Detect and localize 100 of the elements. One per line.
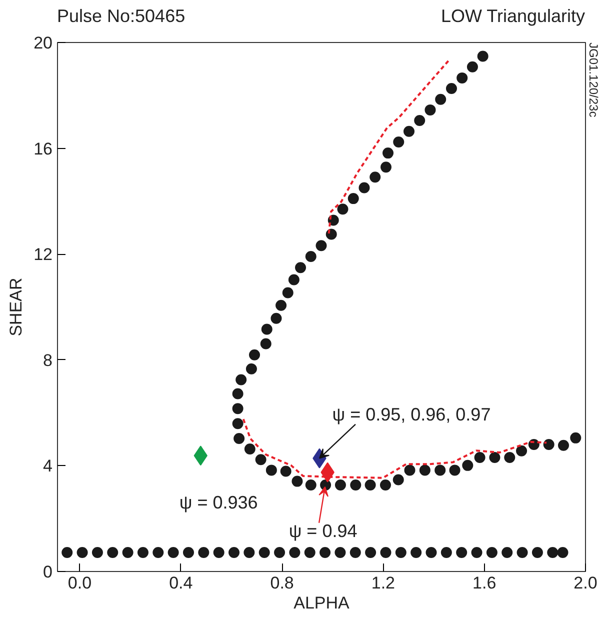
point	[168, 546, 179, 558]
point	[288, 274, 300, 286]
annotation: ψ = 0.95, 0.96, 0.97	[332, 404, 491, 424]
point	[320, 546, 331, 558]
title: Pulse No:50465	[57, 5, 186, 28]
point	[474, 452, 486, 463]
point	[334, 546, 346, 558]
point	[289, 546, 300, 558]
point	[380, 546, 392, 558]
x-tick-label: 2.0	[574, 574, 598, 592]
point	[152, 546, 164, 558]
point	[234, 432, 245, 444]
point	[292, 476, 303, 487]
text: JG01.120/23c	[586, 42, 600, 118]
point	[270, 312, 282, 324]
point	[456, 546, 468, 558]
y-tick-label: 0	[43, 562, 53, 582]
point	[248, 349, 260, 360]
point	[532, 546, 543, 558]
point	[244, 546, 255, 558]
point	[426, 546, 437, 558]
point	[337, 204, 348, 215]
point	[260, 338, 272, 350]
point	[348, 193, 359, 204]
x-tick-label: 0.4	[169, 574, 193, 592]
point	[434, 464, 446, 476]
x-tick-label: 0.8	[270, 574, 294, 592]
point	[471, 546, 482, 558]
point	[392, 474, 404, 486]
point	[440, 546, 452, 558]
point	[504, 452, 516, 463]
point	[414, 115, 426, 126]
x-tick-label: 1.6	[472, 574, 496, 592]
point	[403, 126, 414, 137]
point	[334, 480, 346, 490]
point	[449, 464, 460, 476]
point	[182, 546, 194, 558]
point	[370, 172, 381, 183]
point	[404, 464, 416, 476]
y-tick-label: 12	[34, 245, 53, 264]
point	[365, 546, 376, 558]
annotation: ψ = 0.94	[288, 520, 358, 541]
point	[395, 546, 406, 558]
point	[570, 432, 582, 444]
point	[76, 546, 88, 558]
point	[380, 162, 392, 173]
y-tick-label: 4	[43, 456, 53, 476]
point	[232, 418, 244, 430]
x-tick-label: 1.2	[371, 574, 396, 592]
y-tick-label: 8	[43, 350, 53, 370]
point	[358, 182, 370, 194]
point	[282, 287, 294, 298]
point	[232, 403, 244, 414]
point	[276, 300, 287, 311]
point	[477, 50, 488, 62]
point	[350, 480, 362, 490]
point	[280, 466, 292, 477]
point	[274, 546, 286, 558]
point	[380, 480, 391, 490]
point	[502, 546, 513, 558]
y-axis-title: SHEAR	[6, 278, 26, 336]
y-tick-label: 16	[34, 139, 53, 158]
y-tick-label: 20	[34, 34, 53, 52]
point	[62, 546, 73, 558]
point	[122, 546, 134, 558]
point	[489, 452, 500, 463]
point	[466, 61, 478, 72]
point	[547, 546, 558, 558]
point	[92, 546, 103, 558]
point	[393, 136, 404, 148]
point	[462, 460, 474, 471]
point	[232, 388, 244, 400]
point	[304, 546, 316, 558]
point	[446, 83, 457, 94]
x-axis-title: ALPHA	[294, 594, 350, 612]
point	[228, 546, 240, 558]
point	[244, 444, 256, 455]
point	[424, 104, 436, 116]
annotation: ψ = 0.936	[179, 492, 258, 513]
point	[305, 250, 316, 262]
point	[295, 262, 306, 274]
point	[107, 546, 118, 558]
point	[137, 546, 148, 558]
point	[456, 72, 468, 84]
point	[558, 440, 569, 451]
point	[213, 546, 224, 558]
subtitle: LOW Triangularity	[440, 5, 585, 28]
point	[236, 374, 247, 386]
point	[198, 546, 210, 558]
point	[410, 546, 422, 558]
point	[435, 94, 446, 105]
point	[316, 240, 327, 252]
point	[255, 454, 266, 466]
point	[350, 546, 361, 558]
point	[419, 464, 430, 476]
point	[382, 148, 394, 159]
point	[516, 445, 528, 456]
point	[258, 546, 270, 558]
point	[543, 439, 554, 450]
point	[266, 464, 277, 476]
